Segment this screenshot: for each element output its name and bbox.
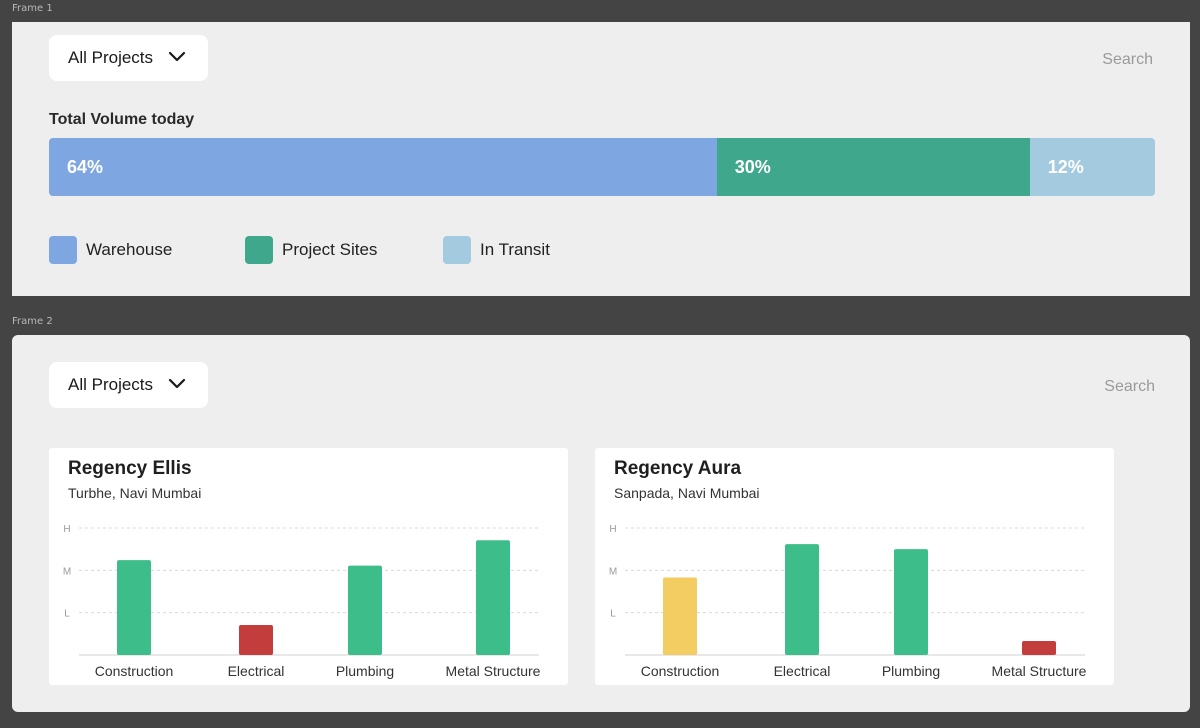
legend-label: Warehouse [86,240,173,259]
legend-item-project-sites: Project Sites [245,236,377,264]
y-tick-label: M [63,566,71,577]
volume-segment-warehouse: 64% [49,138,717,196]
bar-electrical[interactable] [239,624,273,655]
y-tick-label: L [610,609,616,620]
y-tick-label: H [609,524,616,535]
total-volume-title: Total Volume today [49,111,195,128]
x-tick-label: Construction [641,663,720,679]
frame-1: All Projects Search Total Volume today 6… [12,22,1190,296]
card-title: Regency Aura [614,458,742,479]
search-input[interactable]: Search [1104,378,1155,395]
x-tick-label: Metal Structure [446,663,541,679]
card-title: Regency Ellis [68,458,192,479]
bar-metal-structure[interactable] [1022,641,1056,655]
project-sites-swatch [245,236,273,264]
x-tick-label: Construction [95,663,174,679]
legend-label: In Transit [480,240,550,259]
card-subtitle: Turbhe, Navi Mumbai [68,485,202,501]
project-dropdown[interactable]: All Projects [49,362,208,408]
bar-electrical[interactable] [785,544,819,655]
bar-chart-regency-ellis: L M H Construction Electrical Plumbing Metal S… [63,524,541,679]
bar-construction[interactable] [663,577,697,655]
x-tick-label: Plumbing [882,663,940,679]
frame-1-label: Frame 1 [12,3,53,14]
y-tick-label: H [63,524,70,535]
warehouse-swatch [49,236,77,264]
bar-metal-structure[interactable] [476,540,510,655]
frame-2-label: Frame 2 [12,316,53,327]
volume-segment-in-transit: 12% [1029,138,1155,196]
in-transit-swatch [443,236,471,264]
x-tick-label: Plumbing [336,663,394,679]
project-card-regency-aura[interactable]: Regency Aura Sanpada, Navi Mumbai L M H Con… [595,448,1114,685]
search-input[interactable]: Search [1102,51,1153,68]
bar-plumbing[interactable] [894,549,928,655]
chevron-down-icon [168,378,186,389]
bar-construction[interactable] [117,560,151,655]
legend-item-in-transit: In Transit [443,236,550,264]
legend-label: Project Sites [282,240,378,259]
y-tick-label: L [64,609,70,620]
x-tick-label: Metal Structure [992,663,1087,679]
project-dropdown[interactable]: All Projects [49,35,208,81]
volume-segment-project-sites: 30% [716,138,1030,196]
card-subtitle: Sanpada, Navi Mumbai [614,485,760,501]
project-dropdown-label: All Projects [68,48,154,67]
bar-chart-regency-aura: L M H Construction Electrical Plumbing Metal S… [609,524,1087,679]
x-tick-label: Electrical [774,663,831,679]
total-volume-bar: 64% 30% 12% [49,138,1155,196]
x-tick-label: Electrical [228,663,285,679]
chevron-down-icon [168,51,186,62]
y-tick-label: M [609,566,617,577]
frame-2: All Projects Search Regency Ellis Turbhe… [12,335,1190,712]
bar-plumbing[interactable] [348,565,382,655]
project-card-regency-ellis[interactable]: Regency Ellis Turbhe, Navi Mumbai L M H Con… [49,448,568,685]
project-dropdown-label: All Projects [68,375,154,394]
legend-item-warehouse: Warehouse [49,236,172,264]
